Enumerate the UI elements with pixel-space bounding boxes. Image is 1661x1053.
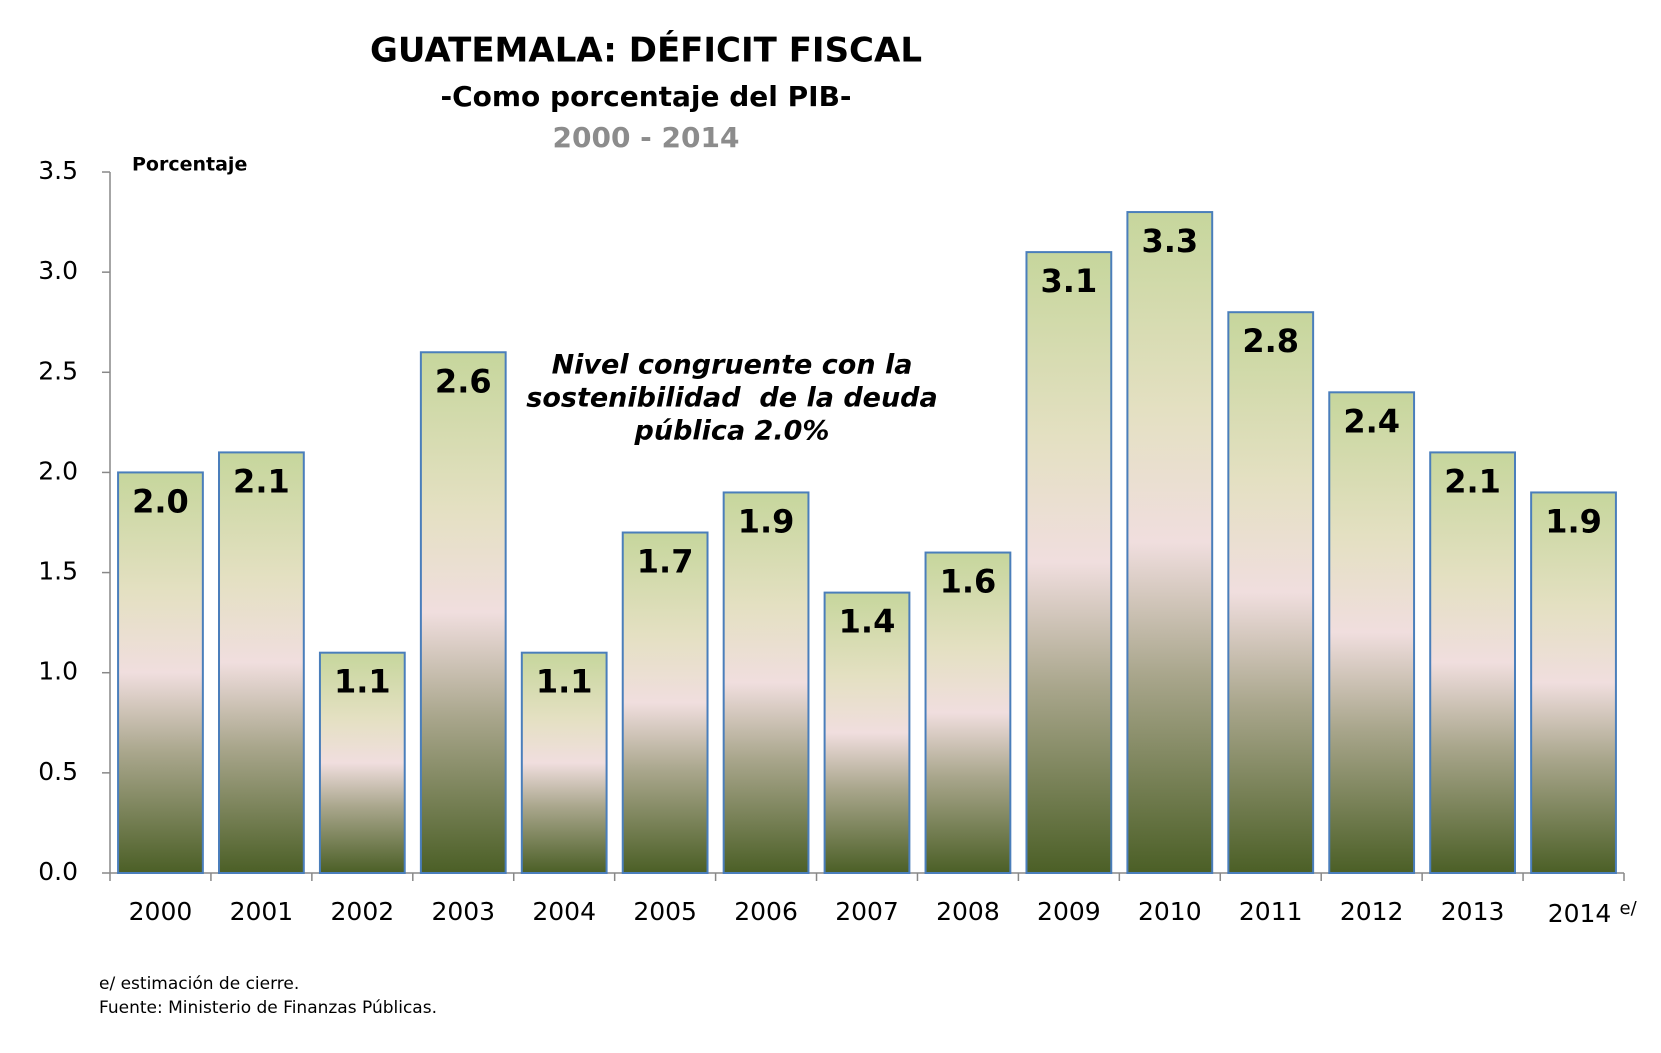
y-tick-label: 2.0: [38, 456, 78, 485]
bar: [419, 351, 507, 874]
bar: [924, 551, 1012, 874]
x-tick-label: 2012: [1340, 897, 1404, 926]
bar: [117, 471, 204, 874]
data-label: 2.1: [1444, 462, 1501, 500]
data-label: 3.3: [1141, 222, 1198, 260]
x-tick-label: 2000: [129, 897, 193, 926]
y-tick-label: 1.0: [38, 657, 78, 686]
y-tick-label: 1.5: [38, 557, 78, 586]
bar: [823, 591, 911, 874]
data-label: 1.7: [637, 543, 694, 581]
x-tick-label: 2001: [230, 897, 294, 926]
data-label: 3.1: [1041, 262, 1098, 300]
y-tick-label: 3.5: [38, 156, 78, 185]
x-tick-label: 2013: [1441, 897, 1505, 926]
x-tick-label: 2004: [532, 897, 596, 926]
x-tick-label: 2009: [1037, 897, 1101, 926]
x-tick-label: 2010: [1138, 897, 1202, 926]
y-tick-label: 0.5: [38, 757, 78, 786]
chart-period: 2000 - 2014: [553, 121, 740, 154]
chart-title: GUATEMALA: DÉFICIT FISCAL: [370, 30, 922, 71]
bar: [1126, 211, 1214, 875]
x-tick-label: 2008: [936, 897, 1000, 926]
bar: [520, 651, 608, 875]
x-tick-label: 2006: [734, 897, 798, 926]
data-label: 2.6: [435, 362, 492, 400]
footnote: e/ estimación de cierre.: [99, 974, 299, 994]
bar: [1530, 491, 1617, 874]
y-tick-label: 3.0: [38, 256, 78, 285]
x-tick-label: 2014: [1548, 899, 1612, 928]
y-axis-label: Porcentaje: [132, 154, 247, 176]
x-tick-label: 2011: [1239, 897, 1303, 926]
bar: [318, 651, 406, 875]
y-tick-label: 2.5: [38, 356, 78, 385]
chart-subtitle: -Como porcentaje del PIB-: [440, 80, 851, 113]
x-tick-label: 2003: [431, 897, 495, 926]
data-label: 2.4: [1343, 402, 1400, 440]
data-label: 1.9: [1545, 502, 1602, 540]
bar: [621, 531, 709, 874]
y-tick-label: 0.0: [38, 857, 78, 886]
data-label: 1.1: [334, 663, 391, 701]
footnote: Fuente: Ministerio de Finanzas Públicas.: [99, 998, 437, 1018]
data-label: 2.1: [233, 462, 290, 500]
x-tick-label: 2002: [331, 897, 395, 926]
bar: [722, 491, 810, 874]
bar: [1227, 311, 1315, 874]
category-note: e/: [1620, 898, 1638, 919]
bar: [1025, 251, 1113, 875]
x-tick-label: 2007: [835, 897, 899, 926]
bar: [1429, 451, 1516, 874]
data-label: 2.8: [1242, 322, 1299, 360]
annotation: sostenibilidad de la deuda: [526, 383, 937, 414]
data-label: 1.1: [536, 663, 593, 701]
annotation: pública 2.0%: [634, 416, 830, 447]
annotation: Nivel congruente con la: [552, 350, 913, 381]
data-label: 1.4: [839, 603, 896, 641]
data-label: 2.0: [132, 482, 189, 520]
x-tick-label: 2005: [633, 897, 697, 926]
data-label: 1.6: [940, 563, 997, 601]
bar: [1328, 391, 1416, 874]
data-label: 1.9: [738, 502, 795, 540]
bar: [218, 451, 305, 874]
